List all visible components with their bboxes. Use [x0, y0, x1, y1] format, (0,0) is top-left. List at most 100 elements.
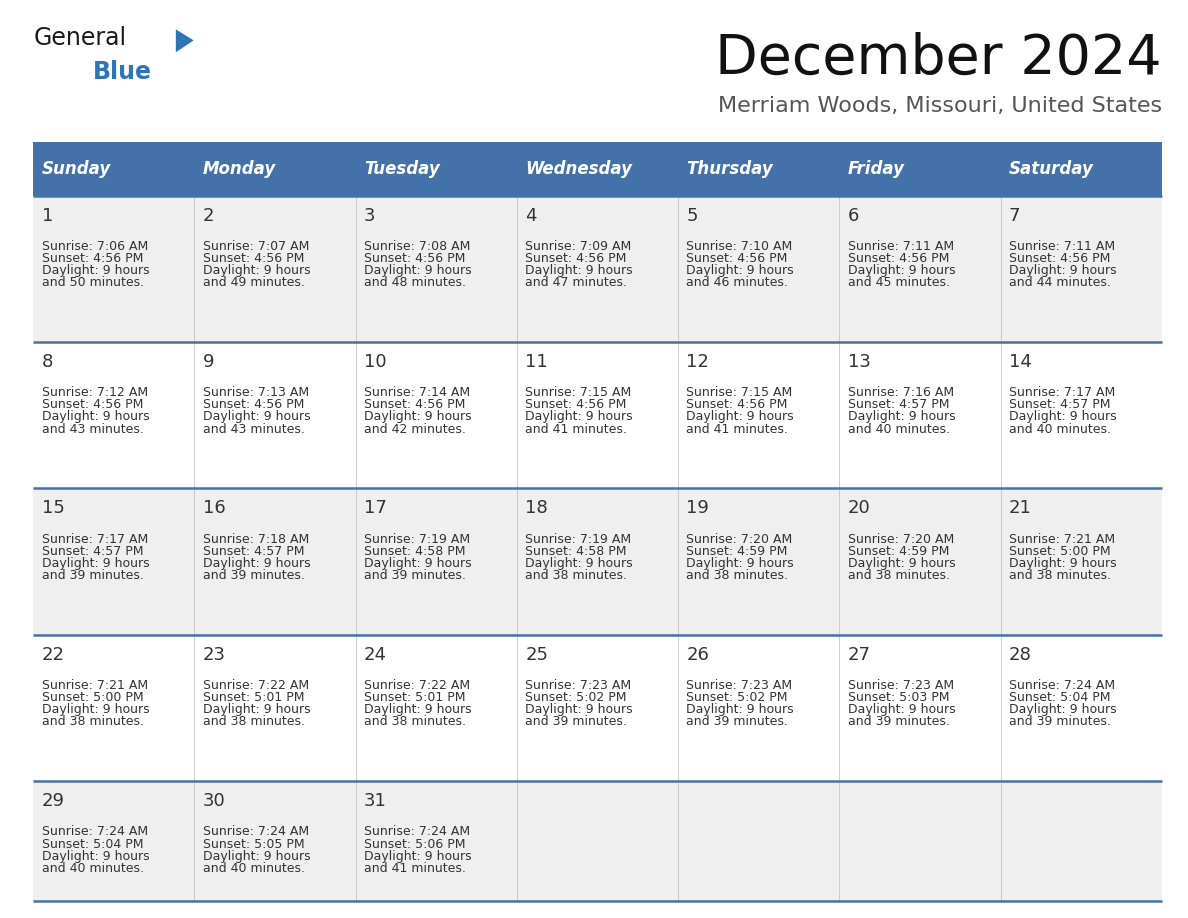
Text: Merriam Woods, Missouri, United States: Merriam Woods, Missouri, United States — [718, 96, 1162, 117]
Text: Daylight: 9 hours: Daylight: 9 hours — [364, 850, 472, 863]
Text: Daylight: 9 hours: Daylight: 9 hours — [687, 263, 794, 277]
Text: Sunset: 5:06 PM: Sunset: 5:06 PM — [364, 837, 466, 851]
Bar — [33, 781, 1162, 901]
Text: Sunset: 4:57 PM: Sunset: 4:57 PM — [42, 544, 143, 557]
Text: Sunrise: 7:15 AM: Sunrise: 7:15 AM — [687, 386, 792, 399]
Text: 26: 26 — [687, 646, 709, 664]
Text: 31: 31 — [364, 792, 387, 811]
Text: Sunset: 4:56 PM: Sunset: 4:56 PM — [364, 398, 466, 411]
Text: Sunset: 4:57 PM: Sunset: 4:57 PM — [1009, 398, 1111, 411]
Text: Sunset: 4:57 PM: Sunset: 4:57 PM — [203, 544, 304, 557]
Text: Tuesday: Tuesday — [364, 160, 440, 178]
Text: Sunrise: 7:13 AM: Sunrise: 7:13 AM — [203, 386, 309, 399]
Text: Sunrise: 7:23 AM: Sunrise: 7:23 AM — [848, 679, 954, 692]
Text: 9: 9 — [203, 353, 214, 371]
Text: 29: 29 — [42, 792, 64, 811]
Text: Sunset: 4:56 PM: Sunset: 4:56 PM — [42, 252, 143, 264]
Polygon shape — [176, 29, 194, 52]
Text: 6: 6 — [848, 207, 859, 225]
Text: Daylight: 9 hours: Daylight: 9 hours — [42, 703, 150, 716]
Text: 24: 24 — [364, 646, 387, 664]
Text: 5: 5 — [687, 207, 699, 225]
Text: 25: 25 — [525, 646, 549, 664]
Text: Sunset: 5:02 PM: Sunset: 5:02 PM — [687, 691, 788, 704]
Text: and 40 minutes.: and 40 minutes. — [1009, 422, 1111, 435]
Text: Sunrise: 7:07 AM: Sunrise: 7:07 AM — [203, 240, 309, 252]
Bar — [678, 142, 840, 196]
Text: Sunset: 4:56 PM: Sunset: 4:56 PM — [848, 252, 949, 264]
Text: and 38 minutes.: and 38 minutes. — [1009, 569, 1111, 582]
Text: Sunset: 4:58 PM: Sunset: 4:58 PM — [525, 544, 627, 557]
Text: Sunset: 5:01 PM: Sunset: 5:01 PM — [364, 691, 466, 704]
Text: Sunset: 4:56 PM: Sunset: 4:56 PM — [525, 252, 626, 264]
Text: December 2024: December 2024 — [715, 32, 1162, 86]
Text: Daylight: 9 hours: Daylight: 9 hours — [1009, 410, 1117, 423]
Text: Sunset: 4:58 PM: Sunset: 4:58 PM — [364, 544, 466, 557]
Text: Daylight: 9 hours: Daylight: 9 hours — [42, 263, 150, 277]
Text: Sunset: 4:57 PM: Sunset: 4:57 PM — [848, 398, 949, 411]
Text: Sunrise: 7:22 AM: Sunrise: 7:22 AM — [203, 679, 309, 692]
Text: and 40 minutes.: and 40 minutes. — [203, 862, 305, 875]
Text: 20: 20 — [848, 499, 871, 518]
Bar — [33, 635, 1162, 781]
Text: Sunrise: 7:21 AM: Sunrise: 7:21 AM — [1009, 532, 1116, 545]
Text: and 43 minutes.: and 43 minutes. — [42, 422, 144, 435]
Text: Sunrise: 7:20 AM: Sunrise: 7:20 AM — [848, 532, 954, 545]
Text: Daylight: 9 hours: Daylight: 9 hours — [203, 703, 310, 716]
Text: Daylight: 9 hours: Daylight: 9 hours — [1009, 263, 1117, 277]
Text: and 41 minutes.: and 41 minutes. — [687, 422, 789, 435]
Text: and 44 minutes.: and 44 minutes. — [1009, 276, 1111, 289]
Text: and 39 minutes.: and 39 minutes. — [364, 569, 466, 582]
Bar — [517, 142, 678, 196]
Text: Daylight: 9 hours: Daylight: 9 hours — [687, 410, 794, 423]
Text: Sunrise: 7:21 AM: Sunrise: 7:21 AM — [42, 679, 147, 692]
Text: Daylight: 9 hours: Daylight: 9 hours — [1009, 557, 1117, 570]
Text: Sunrise: 7:10 AM: Sunrise: 7:10 AM — [687, 240, 792, 252]
Text: Sunset: 5:02 PM: Sunset: 5:02 PM — [525, 691, 627, 704]
Text: and 50 minutes.: and 50 minutes. — [42, 276, 144, 289]
Text: Daylight: 9 hours: Daylight: 9 hours — [1009, 703, 1117, 716]
Text: and 47 minutes.: and 47 minutes. — [525, 276, 627, 289]
Text: Sunrise: 7:16 AM: Sunrise: 7:16 AM — [848, 386, 954, 399]
Text: Daylight: 9 hours: Daylight: 9 hours — [364, 410, 472, 423]
Text: 23: 23 — [203, 646, 226, 664]
Text: Sunset: 4:56 PM: Sunset: 4:56 PM — [42, 398, 143, 411]
Text: and 45 minutes.: and 45 minutes. — [848, 276, 949, 289]
Text: Sunset: 4:56 PM: Sunset: 4:56 PM — [364, 252, 466, 264]
Text: and 38 minutes.: and 38 minutes. — [203, 715, 305, 728]
Text: and 40 minutes.: and 40 minutes. — [848, 422, 949, 435]
Text: Friday: Friday — [848, 160, 905, 178]
Text: and 39 minutes.: and 39 minutes. — [848, 715, 949, 728]
Text: Sunrise: 7:22 AM: Sunrise: 7:22 AM — [364, 679, 470, 692]
Text: Sunrise: 7:24 AM: Sunrise: 7:24 AM — [203, 825, 309, 838]
Text: Wednesday: Wednesday — [525, 160, 632, 178]
Text: Sunrise: 7:14 AM: Sunrise: 7:14 AM — [364, 386, 470, 399]
Text: Daylight: 9 hours: Daylight: 9 hours — [848, 557, 955, 570]
Text: Daylight: 9 hours: Daylight: 9 hours — [525, 557, 633, 570]
Text: Daylight: 9 hours: Daylight: 9 hours — [525, 263, 633, 277]
Text: Sunset: 4:56 PM: Sunset: 4:56 PM — [203, 398, 304, 411]
Text: Daylight: 9 hours: Daylight: 9 hours — [848, 263, 955, 277]
Bar — [33, 142, 195, 196]
Text: Sunrise: 7:24 AM: Sunrise: 7:24 AM — [1009, 679, 1116, 692]
Text: 18: 18 — [525, 499, 548, 518]
Text: Daylight: 9 hours: Daylight: 9 hours — [364, 703, 472, 716]
Text: Daylight: 9 hours: Daylight: 9 hours — [42, 850, 150, 863]
Text: Sunrise: 7:19 AM: Sunrise: 7:19 AM — [525, 532, 631, 545]
Text: Daylight: 9 hours: Daylight: 9 hours — [687, 557, 794, 570]
Text: 16: 16 — [203, 499, 226, 518]
Text: and 38 minutes.: and 38 minutes. — [525, 569, 627, 582]
Text: 11: 11 — [525, 353, 548, 371]
Bar — [840, 142, 1000, 196]
Text: and 40 minutes.: and 40 minutes. — [42, 862, 144, 875]
Text: Daylight: 9 hours: Daylight: 9 hours — [364, 263, 472, 277]
Bar — [33, 488, 1162, 635]
Text: Sunset: 4:56 PM: Sunset: 4:56 PM — [203, 252, 304, 264]
Text: Sunset: 5:00 PM: Sunset: 5:00 PM — [1009, 544, 1111, 557]
Text: 17: 17 — [364, 499, 387, 518]
Text: Daylight: 9 hours: Daylight: 9 hours — [203, 850, 310, 863]
Text: and 38 minutes.: and 38 minutes. — [687, 569, 789, 582]
Bar — [355, 142, 517, 196]
Text: Daylight: 9 hours: Daylight: 9 hours — [687, 703, 794, 716]
Text: and 46 minutes.: and 46 minutes. — [687, 276, 789, 289]
